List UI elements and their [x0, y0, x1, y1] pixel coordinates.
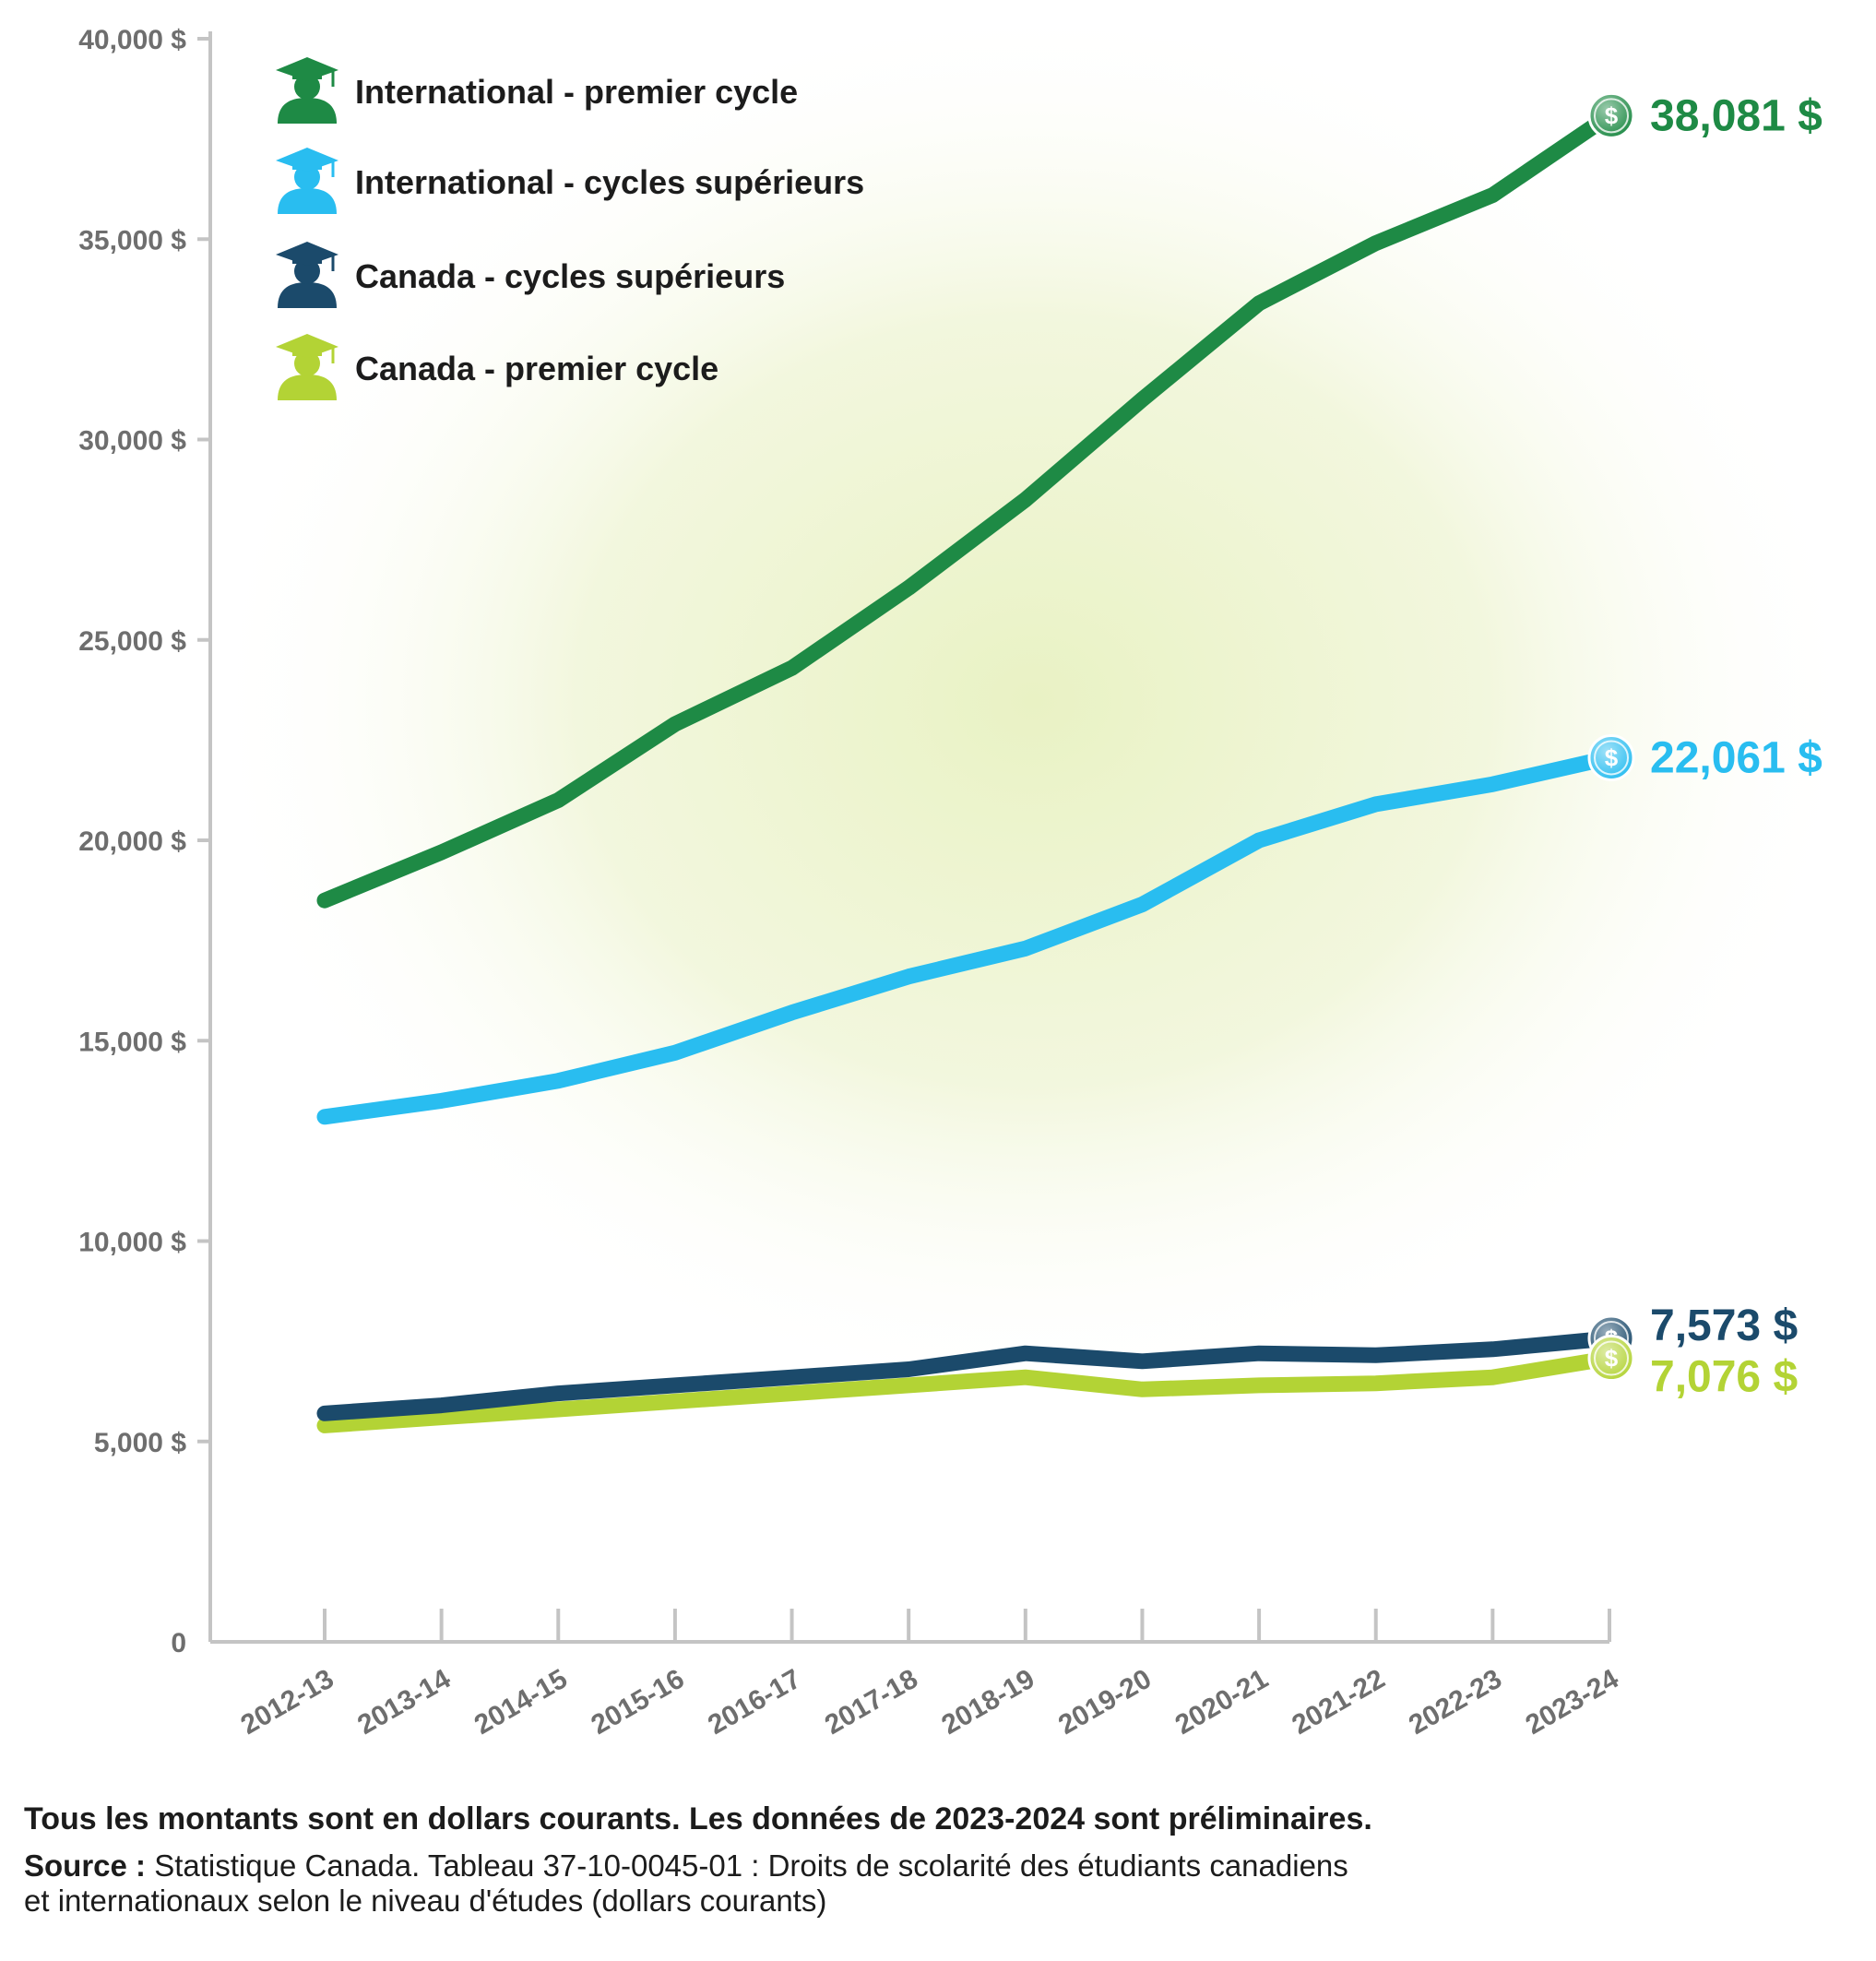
graduate-body: [278, 98, 337, 124]
y-tick-label: 10,000 $: [78, 1228, 186, 1258]
series-line: [316, 749, 1618, 1125]
y-tick-label: 30,000 $: [78, 426, 186, 457]
x-tick-label: 2020-21: [1170, 1663, 1274, 1741]
footnote: Tous les montants sont en dollars couran…: [24, 1801, 1372, 1836]
dollar-coin-icon: $: [1587, 733, 1635, 781]
x-tick-label: 2021-22: [1287, 1663, 1390, 1741]
dollar-coin-icon: $: [1587, 91, 1635, 139]
legend-label: International - premier cycle: [355, 73, 798, 111]
y-tick-label: 0: [171, 1628, 186, 1658]
y-tick-label: 5,000 $: [94, 1428, 186, 1458]
coin-dollar-sign: $: [1605, 1345, 1619, 1373]
graduate-cap: [276, 334, 338, 358]
coin-dollar-sign: $: [1605, 101, 1619, 129]
graduate-body: [278, 282, 337, 308]
series-lines: [316, 107, 1618, 1433]
graduate-cap-band: [292, 349, 322, 356]
series-line: [316, 107, 1618, 909]
coin-shine: [1589, 1336, 1633, 1381]
graduate-cap: [276, 242, 338, 266]
dollar-coin-icon: $: [1587, 1335, 1635, 1383]
graduate-body: [278, 374, 337, 400]
end-value-label: 7,573 $: [1650, 1301, 1798, 1350]
graduate-cap-band: [292, 256, 322, 264]
source-text: Source : Statistique Canada. Tableau 37-…: [24, 1848, 1850, 1919]
x-tick-label: 2014-15: [469, 1663, 573, 1741]
tuition-line-chart: 0 5,000 $ 10,000 $ 15,000 $ 20,000 $ 25,000 $…: [78, 0, 1863, 1741]
legend-label: International - cycles supérieurs: [355, 163, 864, 201]
coin-shine: [1589, 735, 1633, 780]
chart-footer: Tous les montants sont en dollars couran…: [24, 1799, 1850, 1919]
legend-label: Canada - premier cycle: [355, 350, 718, 387]
series-line: [316, 1330, 1618, 1421]
y-tick-label: 25,000 $: [78, 626, 186, 657]
graduate-head: [294, 258, 320, 284]
graduate-cap: [276, 57, 338, 81]
end-value-label: 22,061 $: [1650, 733, 1823, 782]
x-tick-label: 2018-19: [936, 1663, 1039, 1741]
x-tick-label: 2023-24: [1521, 1663, 1624, 1741]
background-glow: [203, 0, 1863, 1402]
legend-label: Canada - cycles supérieurs: [355, 257, 785, 295]
graduate-cap: [276, 148, 338, 172]
x-tick-label: 2015-16: [587, 1663, 690, 1741]
graduate-body: [278, 188, 337, 214]
graduate-head: [294, 351, 320, 376]
source-line-1: Statistique Canada. Tableau 37-10-0045-0…: [154, 1848, 1348, 1883]
y-tick-label: 20,000 $: [78, 826, 186, 857]
x-tick-label: 2012-13: [236, 1663, 339, 1741]
end-markers: $38,081 $$22,061 $$7,573 $$7,076 $: [1587, 91, 1823, 1402]
x-tick-label: 2019-20: [1053, 1663, 1157, 1741]
end-value-label: 38,081 $: [1650, 91, 1823, 140]
coin-rim: [1594, 98, 1629, 134]
graduate-icon: [276, 148, 338, 214]
graduate-cap-band: [292, 162, 322, 170]
graduate-icon: [276, 334, 338, 400]
series-line: [316, 1350, 1618, 1433]
x-tick-label: 2022-23: [1404, 1663, 1507, 1741]
x-tick-label: 2017-18: [820, 1663, 923, 1741]
graduate-icon: [276, 57, 338, 124]
legend: International - premier cycle Internation…: [276, 57, 864, 400]
source-line-2: et internationaux selon le niveau d'étud…: [24, 1884, 827, 1918]
source-label: Source :: [24, 1848, 147, 1883]
coin-rim: [1594, 1340, 1629, 1376]
y-tick-label: 15,000 $: [78, 1027, 186, 1057]
graduate-icon: [276, 242, 338, 308]
graduate-head: [294, 164, 320, 190]
graduate-cap-band: [292, 72, 322, 79]
coin-shine: [1589, 93, 1633, 138]
y-tick-label: 40,000 $: [78, 25, 186, 55]
coin-dollar-sign: $: [1605, 743, 1619, 771]
end-value-label: 7,076 $: [1650, 1353, 1798, 1402]
graduate-head: [294, 74, 320, 100]
x-tick-label: 2013-14: [352, 1663, 456, 1741]
y-tick-label: 35,000 $: [78, 225, 186, 256]
coin-rim: [1594, 740, 1629, 776]
x-tick-label: 2016-17: [703, 1663, 806, 1741]
